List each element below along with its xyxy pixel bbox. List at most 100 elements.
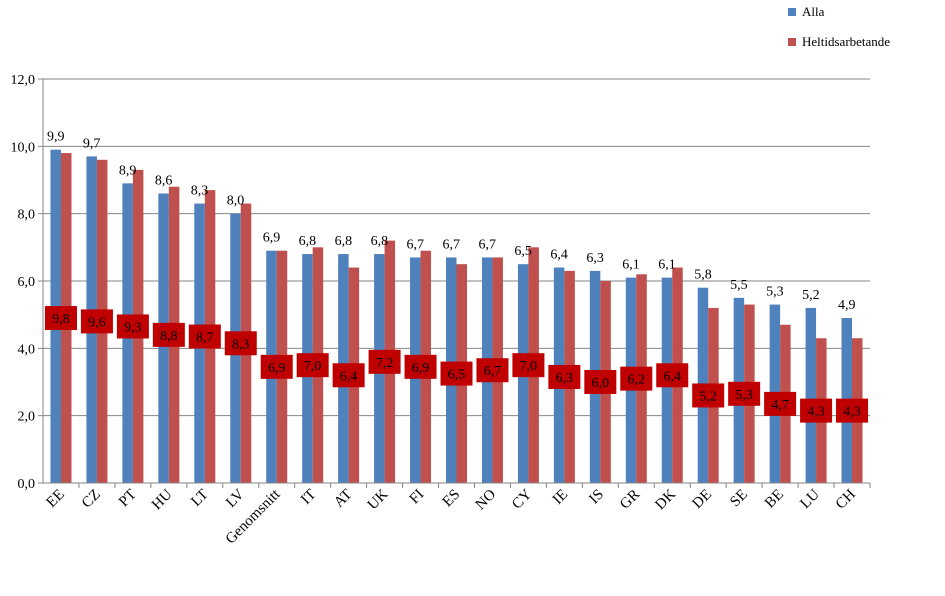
x-tick-label: AT: [331, 487, 355, 511]
x-tick-label: CZ: [79, 487, 104, 512]
data-label-alla: 6,9: [263, 231, 281, 246]
y-tick-label: 8,0: [18, 208, 36, 223]
x-tick-label: LU: [797, 486, 823, 512]
data-label-alla: 5,5: [730, 278, 748, 293]
y-tick-label: 0,0: [18, 477, 36, 492]
data-label-box-heltidsarbetande: [404, 354, 437, 379]
data-label-box-heltidsarbetande: [512, 353, 545, 378]
x-tick-label: IE: [550, 487, 571, 508]
data-label-heltidsarbetande: 6,4: [663, 369, 681, 384]
x-tick-label: CH: [833, 486, 859, 512]
data-label-box-heltidsarbetande: [476, 358, 509, 383]
bars: [50, 149, 863, 484]
y-axis: 0,0 2,0 4,0 6,0 8,0 10,0 12,0: [11, 73, 44, 492]
data-label-heltidsarbetande: 8,3: [232, 337, 250, 352]
x-tick-label: LT: [188, 487, 211, 510]
data-label-heltidsarbetande: 8,7: [196, 331, 214, 346]
bar-alla: [805, 307, 817, 483]
data-label-alla: 6,1: [658, 258, 676, 273]
data-label-alla: 6,7: [443, 237, 461, 252]
data-label-heltidsarbetande: 9,6: [88, 315, 106, 330]
x-tick-label: EE: [44, 487, 68, 511]
data-label-box-heltidsarbetande: [332, 363, 365, 388]
data-label-box-heltidsarbetande: [692, 383, 725, 408]
x-tick-label: DE: [690, 487, 715, 512]
data-label-box-heltidsarbetande: [296, 353, 329, 378]
data-label-alla: 6,8: [371, 234, 389, 249]
data-label-alla: 6,8: [335, 234, 353, 249]
data-label-alla: 9,9: [47, 130, 65, 145]
data-label-alla: 6,5: [514, 244, 532, 259]
data-label-alla: 8,3: [191, 184, 209, 199]
data-label-heltidsarbetande: 4,3: [807, 405, 825, 420]
y-tick-label: 2,0: [18, 410, 36, 425]
data-label-alla: 6,4: [550, 248, 568, 263]
legend-label-heltidsarbetande: Heltidsarbetande: [802, 34, 891, 49]
data-label-box-heltidsarbetande: [224, 331, 257, 356]
data-label-alla: 9,7: [83, 136, 101, 151]
data-label-heltidsarbetande: 8,8: [160, 329, 178, 344]
data-label-alla: 6,7: [407, 237, 425, 252]
x-tick-label: NO: [473, 486, 500, 513]
x-tick-label: HU: [149, 486, 176, 513]
data-label-heltidsarbetande: 7,0: [520, 359, 538, 374]
data-label-alla: 6,3: [586, 251, 604, 266]
y-tick-label: 4,0: [18, 342, 36, 357]
legend-swatch-heltidsarbetande: [788, 38, 796, 46]
data-labels: 9,9 9,8 9,7 9,6 8,9 9,3 8,6 8,8 8,3 8,7 8,0 8,3 6,9 6…: [44, 130, 869, 423]
data-label-heltidsarbetande: 6,5: [448, 368, 466, 383]
data-label-box-heltidsarbetande: [764, 391, 797, 416]
x-tick-label: SE: [727, 487, 751, 511]
data-label-box-heltidsarbetande: [440, 361, 473, 386]
data-label-box-heltidsarbetande: [728, 381, 761, 406]
legend-label-alla: Alla: [802, 4, 825, 19]
data-label-box-heltidsarbetande: [800, 398, 833, 423]
data-label-alla: 6,8: [299, 234, 317, 249]
x-tick-label: BE: [762, 487, 787, 512]
data-label-heltidsarbetande: 5,2: [699, 389, 717, 404]
x-tick-label: ES: [440, 487, 464, 511]
data-label-heltidsarbetande: 6,0: [592, 376, 610, 391]
data-label-box-heltidsarbetande: [836, 398, 869, 423]
data-label-alla: 5,8: [694, 268, 712, 283]
legend-item-alla: Alla: [788, 4, 890, 20]
x-tick-label: UK: [365, 486, 392, 513]
data-label-box-heltidsarbetande: [656, 363, 689, 388]
data-label-box-heltidsarbetande: [368, 349, 401, 374]
data-label-box-heltidsarbetande: [80, 309, 113, 334]
data-label-box-heltidsarbetande: [548, 364, 581, 389]
data-label-heltidsarbetande: 7,2: [376, 356, 394, 371]
data-label-box-heltidsarbetande: [152, 322, 185, 347]
data-label-heltidsarbetande: 9,8: [52, 312, 70, 327]
data-label-alla: 4,9: [838, 298, 856, 313]
data-label-alla: 5,3: [766, 285, 784, 300]
data-label-heltidsarbetande: 6,2: [628, 373, 646, 388]
x-tick-label: FI: [407, 487, 428, 508]
data-label-alla: 5,2: [802, 288, 820, 303]
data-label-heltidsarbetande: 7,0: [304, 359, 322, 374]
data-label-alla: 6,7: [478, 237, 496, 252]
x-tick-label: CY: [509, 486, 535, 512]
y-tick-label: 6,0: [18, 275, 36, 290]
data-label-alla: 8,9: [119, 163, 137, 178]
x-tick-label: PT: [116, 487, 140, 511]
data-label-heltidsarbetande: 6,9: [412, 361, 430, 376]
data-label-heltidsarbetande: 5,3: [735, 388, 753, 403]
data-label-heltidsarbetande: 4,3: [843, 405, 861, 420]
data-label-heltidsarbetande: 9,3: [124, 320, 142, 335]
data-label-alla: 8,0: [227, 194, 245, 209]
data-label-heltidsarbetande: 6,3: [556, 371, 574, 386]
data-label-heltidsarbetande: 6,7: [484, 364, 502, 379]
data-label-box-heltidsarbetande: [116, 314, 149, 339]
y-tick-label: 10,0: [11, 140, 36, 155]
data-label-alla: 8,6: [155, 173, 173, 188]
legend-item-heltidsarbetande: Heltidsarbetande: [788, 34, 890, 50]
x-tick-label: DK: [652, 486, 679, 513]
data-label-heltidsarbetande: 6,4: [340, 369, 358, 384]
data-label-heltidsarbetande: 4,7: [771, 398, 789, 413]
data-label-box-heltidsarbetande: [44, 306, 77, 331]
data-label-heltidsarbetande: 6,9: [268, 361, 286, 376]
data-label-box-heltidsarbetande: [620, 366, 653, 391]
